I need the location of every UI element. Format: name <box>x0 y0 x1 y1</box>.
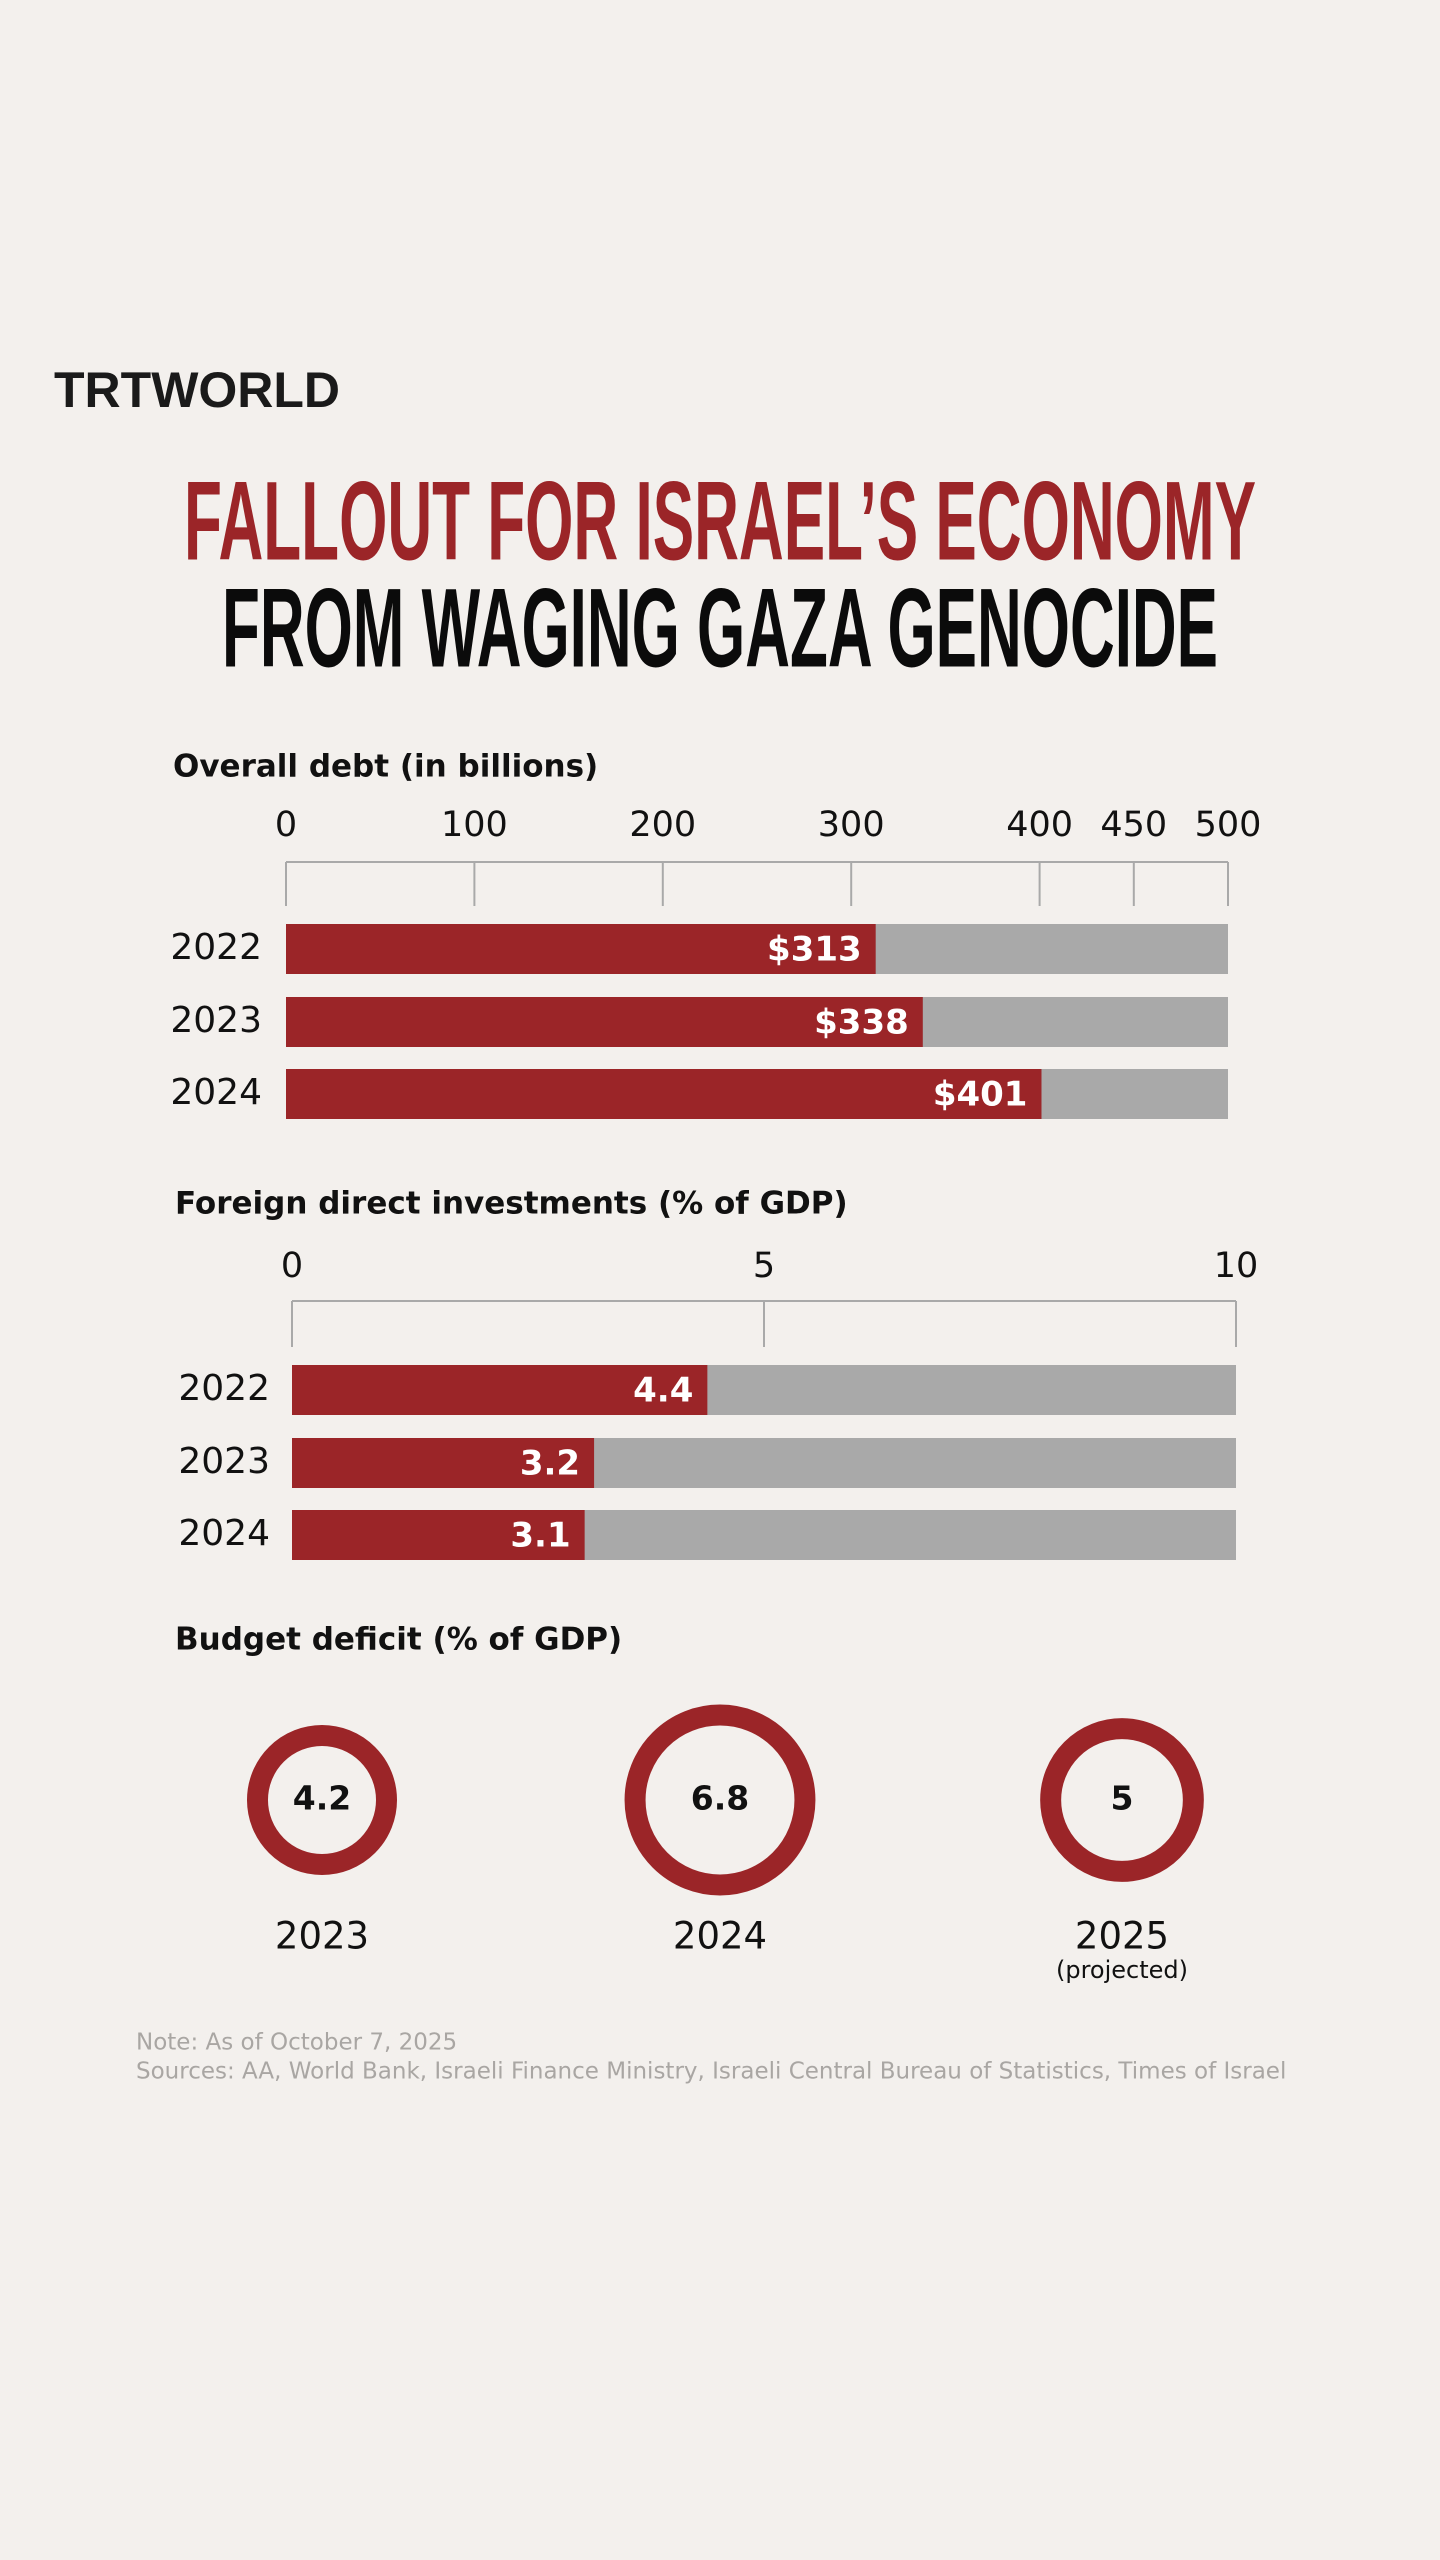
value-label: 3.1 <box>510 1516 570 1556</box>
logo: TRTWORLD <box>54 362 340 418</box>
value-label: $313 <box>767 930 862 970</box>
x-tick-label: 0 <box>275 805 297 845</box>
footnote: Note: As of October 7, 2025 <box>136 2030 457 2056</box>
category-label: 2022 <box>178 1368 270 1409</box>
bar <box>292 1438 595 1488</box>
category-label: 2024 <box>178 1513 270 1554</box>
chart-title: Overall debt (in billions) <box>173 749 598 785</box>
x-tick-label: 0 <box>281 1246 303 1286</box>
ring-value: 4.2 <box>293 1779 351 1818</box>
sources: Sources: AA, World Bank, Israeli Finance… <box>136 2059 1286 2085</box>
chart-title: Budget deficit (% of GDP) <box>175 1622 622 1658</box>
headline-line2: FROM WAGING GAZA GENOCIDE <box>222 566 1218 691</box>
bar <box>292 1510 585 1560</box>
x-tick-label: 100 <box>441 805 508 845</box>
bar <box>286 924 876 974</box>
x-tick-label: 500 <box>1195 805 1262 845</box>
value-label: 4.4 <box>633 1371 693 1411</box>
ring <box>246 1724 398 1876</box>
ring-note: (projected) <box>1056 1956 1188 1984</box>
headline-line1: FALLOUT FOR ISRAEL’S ECONOMY <box>184 459 1256 584</box>
ring-value: 5 <box>1111 1779 1134 1818</box>
bar <box>292 1365 708 1415</box>
category-label: 2022 <box>170 927 262 968</box>
value-label: $401 <box>933 1075 1028 1115</box>
category-label: 2023 <box>178 1441 270 1482</box>
ring-value: 6.8 <box>691 1779 749 1818</box>
ring-year: 2024 <box>673 1915 767 1958</box>
value-label: 3.2 <box>520 1444 580 1484</box>
bar <box>286 1069 1042 1119</box>
ring-year: 2025 <box>1075 1915 1169 1958</box>
bar <box>286 997 923 1047</box>
ring-year: 2023 <box>275 1915 369 1958</box>
x-tick-label: 450 <box>1100 805 1167 845</box>
x-tick-label: 5 <box>753 1246 775 1286</box>
chart-title: Foreign direct investments (% of GDP) <box>175 1186 848 1222</box>
x-tick-label: 10 <box>1214 1246 1259 1286</box>
x-tick-label: 400 <box>1006 805 1073 845</box>
ring <box>624 1704 816 1896</box>
x-tick-label: 200 <box>629 805 696 845</box>
ring <box>1040 1718 1204 1882</box>
category-label: 2023 <box>170 1000 262 1041</box>
value-label: $338 <box>814 1003 909 1043</box>
category-label: 2024 <box>170 1072 262 1113</box>
x-tick-label: 300 <box>818 805 885 845</box>
